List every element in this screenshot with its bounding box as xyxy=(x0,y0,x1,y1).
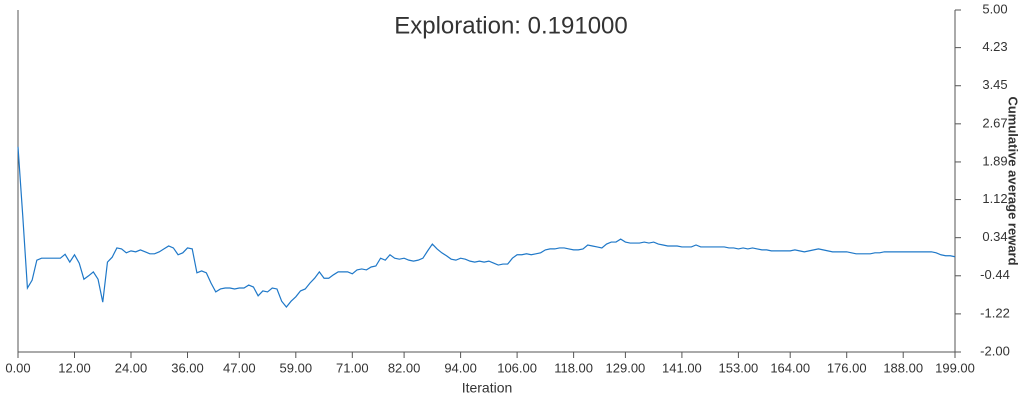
x-tick-label: 153.00 xyxy=(719,360,759,375)
x-tick-label: 118.00 xyxy=(554,360,593,375)
x-tick-label: 141.00 xyxy=(662,360,702,375)
x-tick-label: 129.00 xyxy=(606,360,646,375)
x-tick-label: 0.00 xyxy=(5,360,30,375)
x-tick-label: 164.00 xyxy=(770,360,810,375)
x-tick-label: 188.00 xyxy=(883,360,923,375)
y-tick-label: 2.67 xyxy=(982,115,1007,130)
data-line xyxy=(17,146,956,309)
x-tick-label: 176.00 xyxy=(827,360,867,375)
y-tick-label: -2.00 xyxy=(980,343,1010,358)
x-tick-label: 12.00 xyxy=(58,360,91,375)
y-tick-label: -0.44 xyxy=(980,267,1010,282)
y-tick-label: 0.34 xyxy=(982,229,1007,244)
x-tick-label: 94.00 xyxy=(444,360,477,375)
y-tick-label: -1.22 xyxy=(980,305,1010,320)
x-tick-label: 199.00 xyxy=(935,360,975,375)
x-tick-label: 47.00 xyxy=(223,360,256,375)
x-axis-label: Iteration xyxy=(462,380,513,396)
y-tick-label: 4.23 xyxy=(982,39,1007,54)
y-tick-label: 1.12 xyxy=(982,191,1007,206)
x-tick-label: 82.00 xyxy=(388,360,421,375)
x-tick-label: 24.00 xyxy=(115,360,148,375)
y-tick-label: 5.00 xyxy=(982,1,1007,16)
chart-title: Exploration: 0.191000 xyxy=(394,12,628,39)
y-axis-label: Cumulative average reward xyxy=(1006,96,1021,265)
x-tick-label: 106.00 xyxy=(497,360,537,375)
x-tick-label: 36.00 xyxy=(171,360,204,375)
y-tick-label: 3.45 xyxy=(982,77,1007,92)
x-tick-label: 59.00 xyxy=(280,360,313,375)
y-tick-label: 1.89 xyxy=(982,153,1007,168)
x-tick-label: 71.00 xyxy=(336,360,369,375)
